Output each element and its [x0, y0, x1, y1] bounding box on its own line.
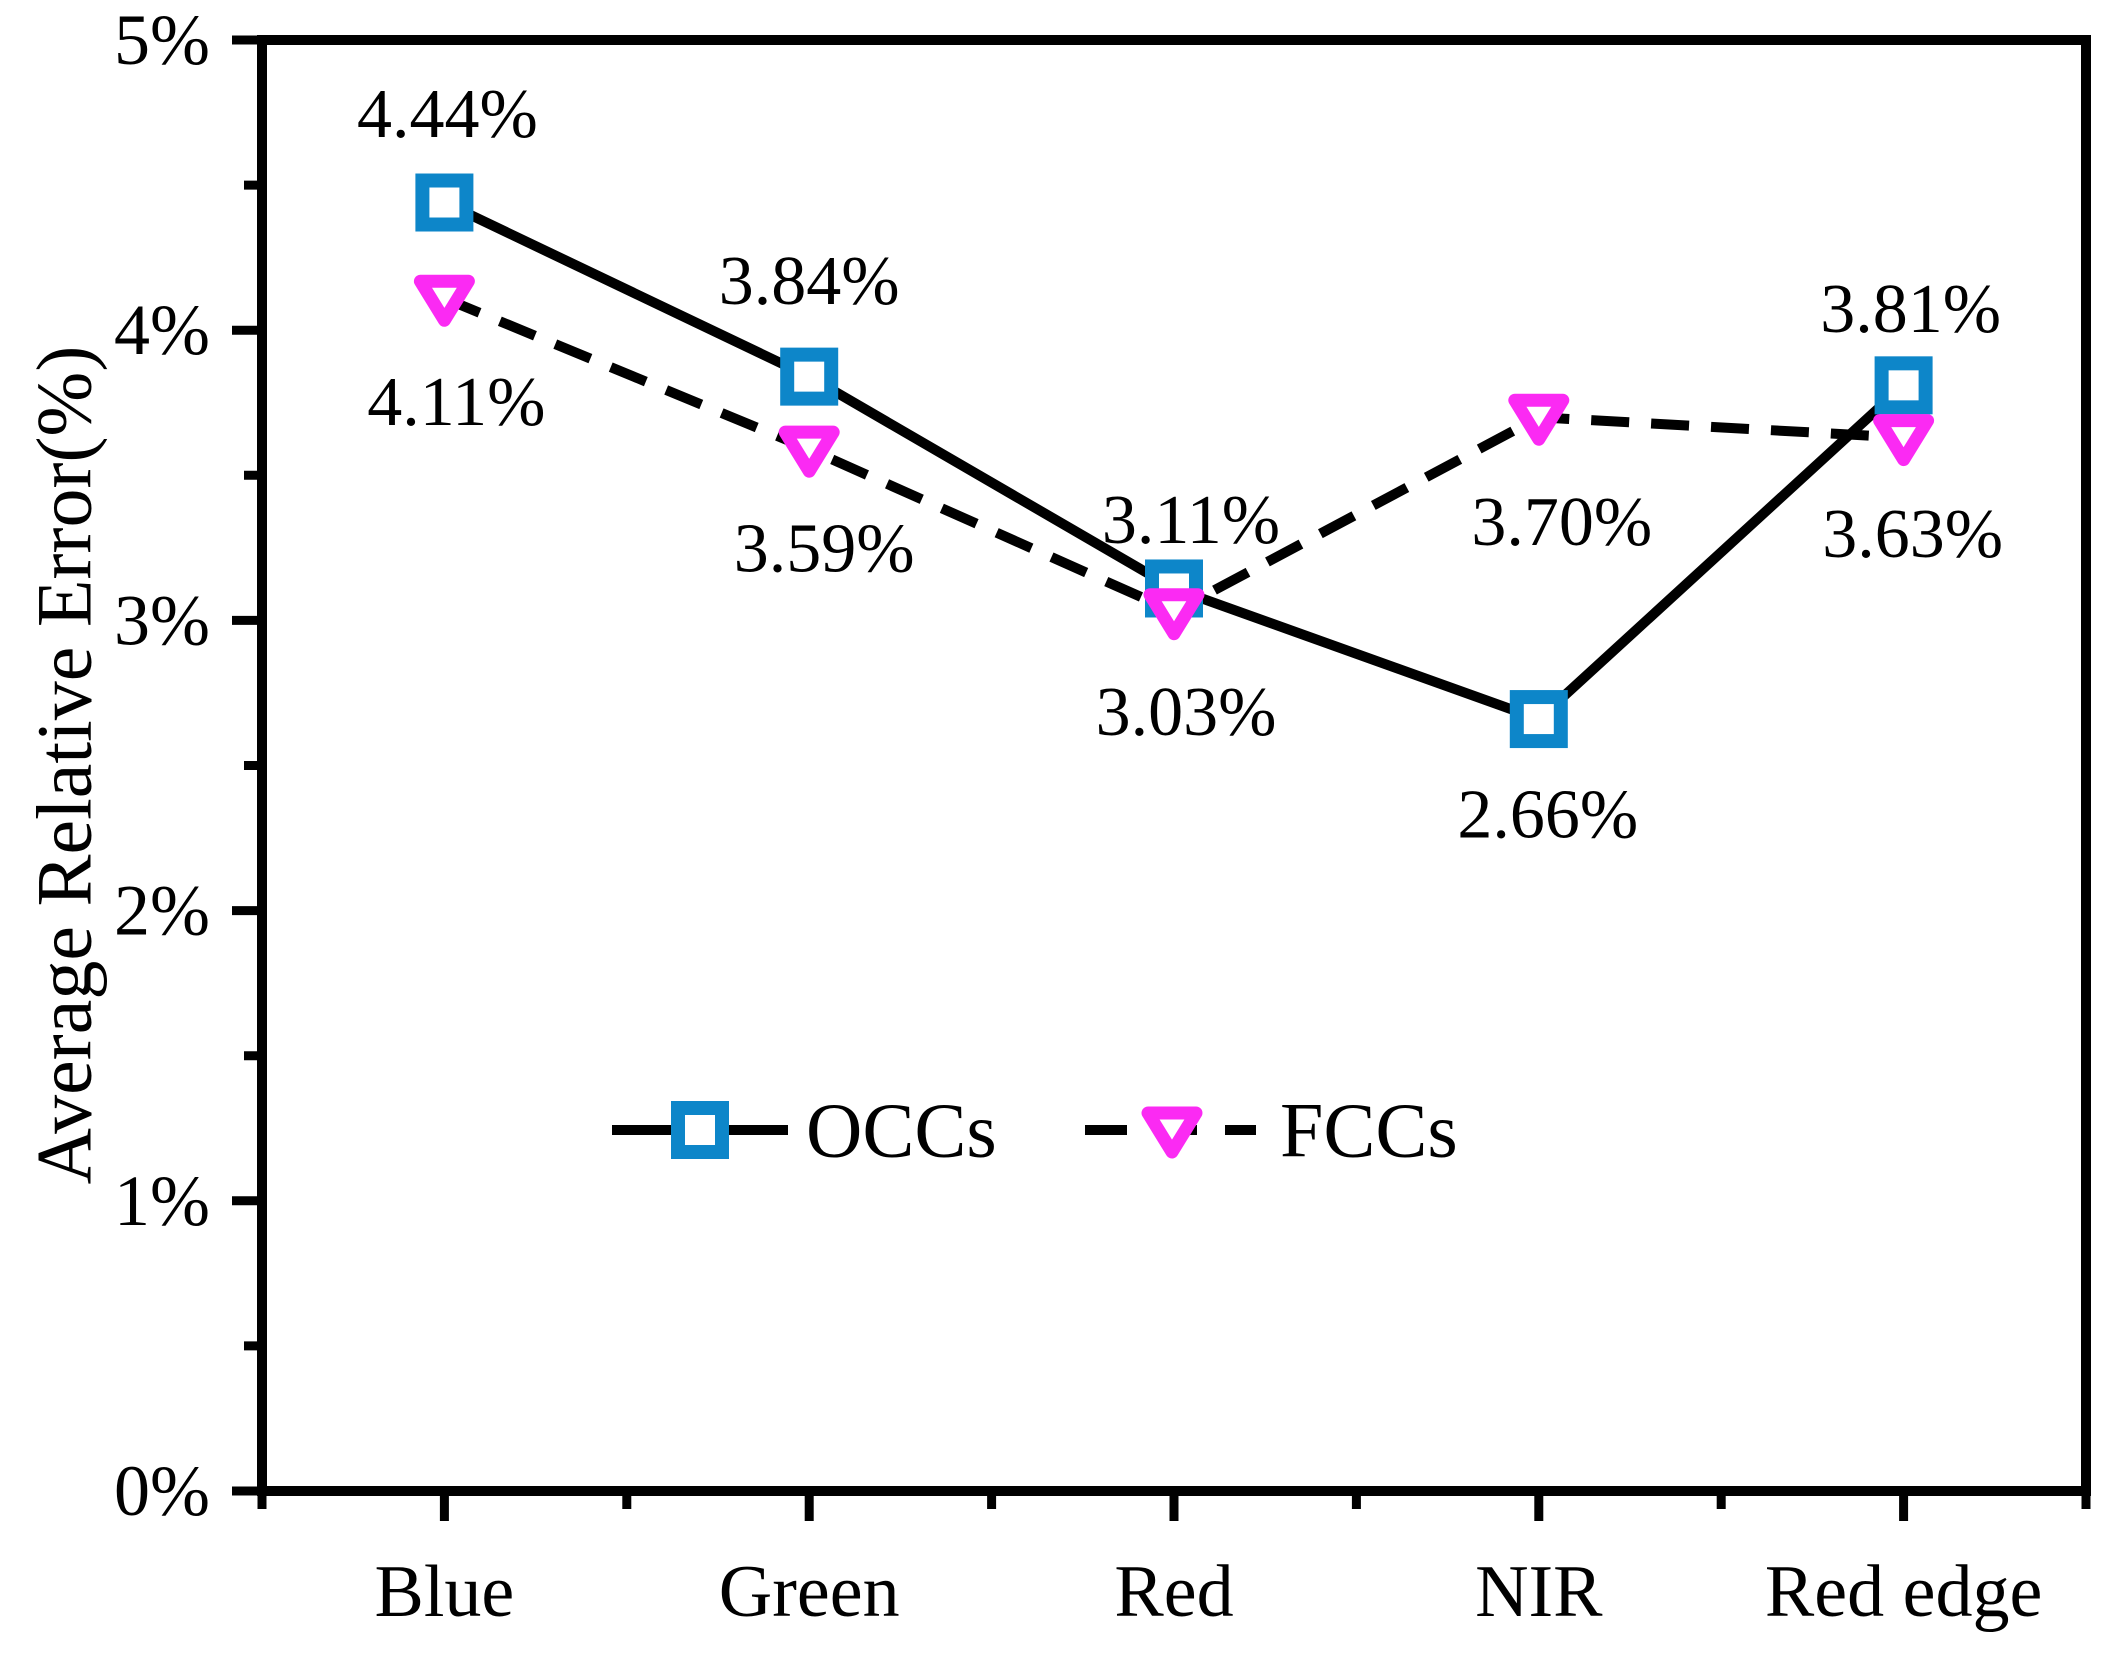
- legend-item-occs: OCCs: [612, 1087, 997, 1174]
- x-category-label: Red: [1114, 1551, 1233, 1633]
- data-label-fccs: 3.03%: [1096, 674, 1277, 751]
- y-tick-label: 5%: [114, 0, 210, 80]
- fccs-marker: [413, 274, 475, 327]
- occs-marker: [1509, 690, 1568, 749]
- data-label-occs: 3.81%: [1820, 271, 2001, 348]
- data-label-occs: 3.11%: [1102, 482, 1280, 559]
- y-tick-label: 1%: [114, 1161, 210, 1241]
- x-category-label: Red edge: [1765, 1551, 2042, 1633]
- legend-item-fccs: FCCs: [1085, 1087, 1458, 1174]
- data-label-fccs: 4.11%: [367, 364, 545, 441]
- y-axis-title-group: Average Relative Error(%): [21, 346, 108, 1185]
- data-label-occs: 3.84%: [719, 243, 900, 320]
- x-category-label: NIR: [1475, 1551, 1603, 1633]
- fccs-marker: [1143, 588, 1205, 641]
- fccs-marker: [1873, 414, 1935, 467]
- data-label-fccs: 3.63%: [1822, 496, 2003, 573]
- data-label-fccs: 3.70%: [1471, 484, 1652, 561]
- series-occs: [415, 173, 1933, 749]
- series-fccs: [413, 274, 1935, 641]
- legend-occs-marker: [671, 1101, 729, 1159]
- occs-marker: [780, 347, 839, 406]
- legend: OCCs FCCs: [612, 1087, 1458, 1174]
- data-label-fccs: 3.59%: [734, 511, 915, 588]
- occs-marker: [1874, 356, 1933, 415]
- y-tick-label: 3%: [114, 580, 210, 660]
- x-axis-group: Blue Green Red NIR Red edge: [257, 1491, 2091, 1633]
- y-axis-group: 0% 1% 2% 3% 4% 5%: [114, 0, 262, 1531]
- legend-occs-label: OCCs: [806, 1087, 997, 1174]
- plot-frame: [257, 35, 2091, 1496]
- data-label-occs: 2.66%: [1457, 777, 1638, 854]
- occs-marker: [415, 173, 474, 232]
- data-label-occs: 4.44%: [357, 76, 538, 153]
- y-axis-title: Average Relative Error(%): [21, 346, 108, 1185]
- fccs-marker: [778, 425, 840, 478]
- occs-line: [442, 197, 1907, 725]
- labels-occs: 4.44% 3.84% 3.11% 2.66% 3.81%: [357, 76, 2001, 854]
- legend-fccs-label: FCCs: [1280, 1087, 1458, 1174]
- y-tick-label: 2%: [114, 871, 210, 951]
- y-tick-label: 4%: [114, 290, 210, 370]
- y-tick-label: 0%: [114, 1451, 210, 1531]
- x-category-label: Green: [719, 1551, 900, 1633]
- fccs-marker: [1508, 393, 1570, 446]
- legend-fccs-marker: [1141, 1106, 1203, 1159]
- labels-fccs: 4.11% 3.59% 3.03% 3.70% 3.63%: [367, 364, 2003, 751]
- axes-group: [257, 35, 2091, 1496]
- x-category-label: Blue: [375, 1551, 515, 1633]
